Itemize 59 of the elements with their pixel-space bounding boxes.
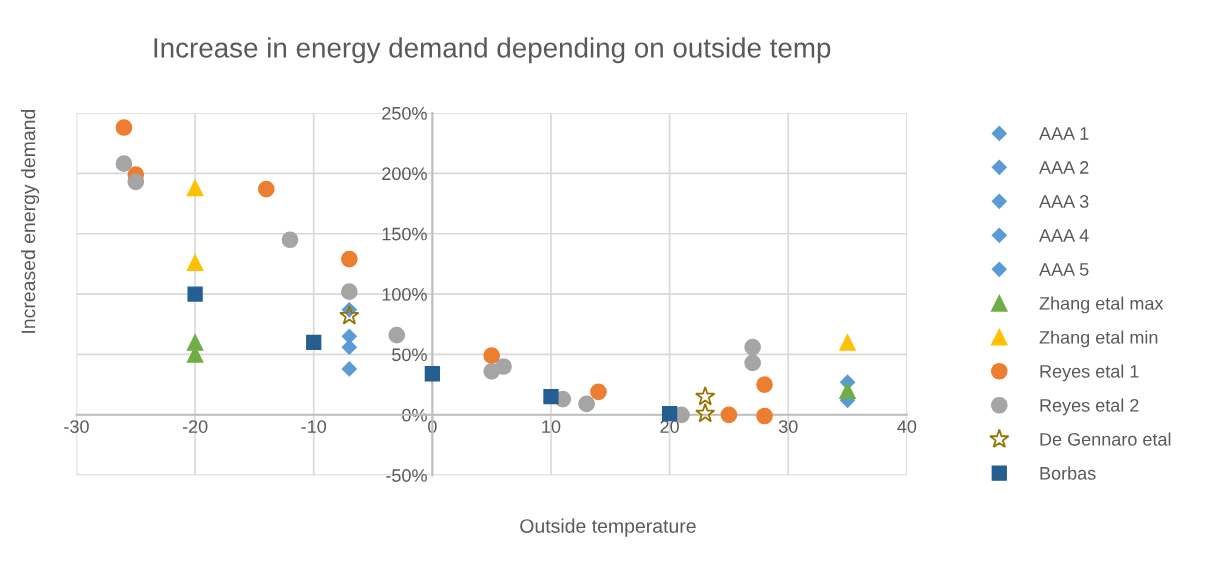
x-tick-label: 30 <box>778 420 798 433</box>
point <box>590 383 607 401</box>
legend-label: AAA 4 <box>1039 229 1089 242</box>
y-tick-label: 50% <box>392 348 427 362</box>
point <box>186 254 204 272</box>
y-tick-label: 200% <box>382 167 427 181</box>
point <box>257 180 275 198</box>
point <box>483 347 501 364</box>
legend-label: De Gennaro etal <box>1040 432 1171 446</box>
x-axis-title: Outside temperature <box>520 518 696 537</box>
point <box>341 339 357 355</box>
point <box>340 283 358 301</box>
point <box>661 405 678 422</box>
point <box>839 382 856 399</box>
y-axis-title: Increased energy demand <box>20 109 40 333</box>
point <box>720 406 738 424</box>
legend-label: AAA 1 <box>1039 127 1089 140</box>
y-tick-label: 250% <box>382 106 427 120</box>
point <box>115 119 133 136</box>
legend-label: Borbas <box>1040 466 1096 480</box>
x-tick-label: -30 <box>64 420 89 433</box>
legend-label: Reyes etal 2 <box>1040 398 1139 416</box>
point <box>341 328 357 344</box>
x-tick-label: 40 <box>897 420 917 433</box>
point <box>127 173 145 191</box>
legend-label: Zhang etal min <box>1039 330 1158 348</box>
point <box>186 334 204 351</box>
point <box>115 155 133 173</box>
point <box>543 389 559 405</box>
point <box>281 231 299 249</box>
point <box>186 179 204 197</box>
x-tick-label: -10 <box>301 420 327 433</box>
y-tick-label: 100% <box>382 288 427 301</box>
point <box>388 326 406 344</box>
legend-label: AAA 5 <box>1039 263 1089 276</box>
legend-label: AAA 2 <box>1039 161 1089 174</box>
x-tick-label: -20 <box>182 420 208 433</box>
legend-label: AAA 3 <box>1039 195 1089 208</box>
point <box>306 334 322 351</box>
point <box>187 286 203 302</box>
x-tick-label: 10 <box>542 420 561 433</box>
y-tick-label: -50% <box>386 469 427 482</box>
chart-title: Increase in energy demand depending on outside temp <box>154 37 831 64</box>
point <box>839 334 856 351</box>
point <box>340 250 358 268</box>
y-tick-label: 150% <box>382 227 427 241</box>
legend-label: Zhang etal max <box>1039 296 1164 314</box>
point <box>578 395 595 413</box>
point <box>744 338 761 356</box>
point <box>756 376 773 393</box>
point <box>695 402 716 423</box>
point <box>744 354 761 372</box>
point <box>756 407 773 425</box>
point <box>339 305 360 325</box>
point <box>695 386 716 406</box>
legend-label: Reyes etal 1 <box>1040 364 1139 382</box>
point <box>495 358 512 375</box>
point <box>424 366 440 382</box>
point <box>341 361 357 377</box>
